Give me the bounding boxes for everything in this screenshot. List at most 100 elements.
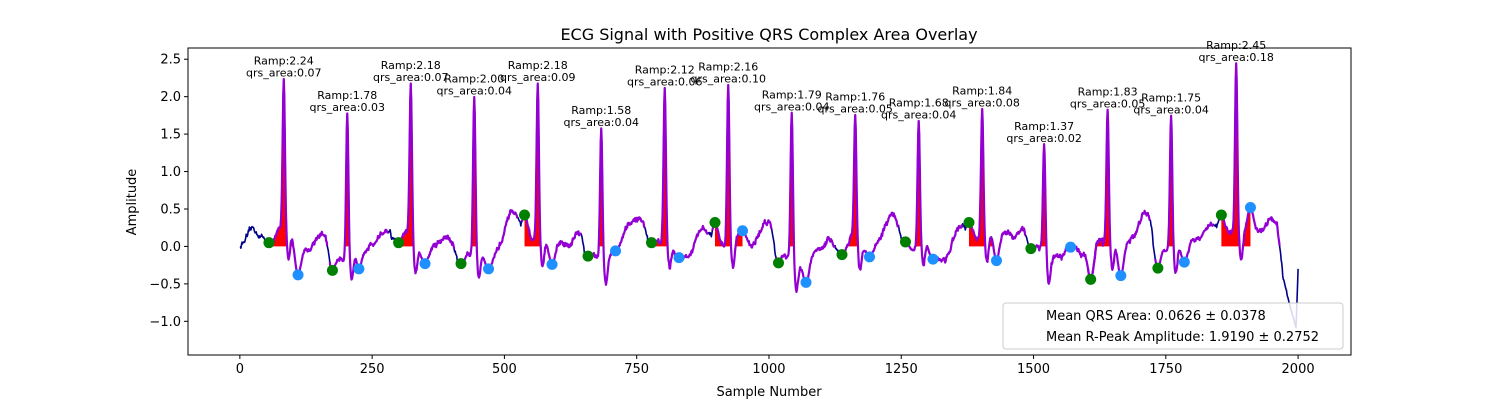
y-tick-label: 1.5: [160, 128, 181, 143]
qrs-area-annotation: qrs_area:0.07: [373, 71, 448, 84]
r-amp-annotation: Ramp:1.79: [762, 88, 822, 101]
x-tick-label: 1500: [1017, 362, 1050, 377]
s-point: [800, 276, 812, 288]
r-amp-annotation: Ramp:2.18: [381, 59, 441, 72]
qrs-area-annotation: qrs_area:0.07: [246, 67, 321, 80]
x-axis-label: Sample Number: [716, 385, 822, 400]
r-amp-annotation: Ramp:1.68: [889, 97, 949, 110]
x-tick-label: 0: [236, 362, 244, 377]
qrs-area-annotation: qrs_area:0.02: [1006, 132, 1081, 145]
qrs-segment-line: [648, 86, 710, 270]
r-amp-annotation: Ramp:2.18: [508, 59, 568, 72]
s-point: [292, 269, 304, 281]
qrs-area-annotation: qrs_area:0.03: [310, 101, 385, 114]
qrs-area-annotation: qrs_area:0.06: [627, 76, 702, 89]
legend-entry-r-peak: Mean R-Peak Amplitude: 1.9190 ± 0.2752: [1046, 330, 1319, 345]
y-tick-label: −1.0: [149, 315, 181, 330]
q-point: [963, 216, 975, 228]
annotation-layer: Ramp:2.24qrs_area:0.07Ramp:1.78qrs_area:…: [246, 39, 1274, 145]
qrs-segment-line: [328, 112, 389, 281]
s-point: [353, 263, 365, 275]
q-point: [1152, 262, 1164, 274]
x-tick-label: 500: [492, 362, 517, 377]
y-tick-label: 0.5: [160, 202, 181, 217]
r-amp-annotation: Ramp:2.45: [1206, 39, 1266, 52]
x-tick-label: 750: [624, 362, 649, 377]
qrs-area-fill: [268, 78, 299, 247]
r-amp-annotation: Ramp:2.00: [444, 73, 504, 86]
r-amp-annotation: Ramp:1.83: [1078, 85, 1138, 98]
s-point: [1244, 201, 1256, 213]
r-amp-annotation: Ramp:2.12: [635, 64, 695, 77]
q-point: [772, 257, 784, 269]
q-point: [263, 237, 275, 249]
s-point: [483, 263, 495, 275]
s-point: [546, 258, 558, 270]
legend: Mean QRS Area: 0.0626 ± 0.0378 Mean R-Pe…: [1002, 302, 1344, 350]
q-point: [1085, 273, 1097, 285]
x-tick-label: 2000: [1282, 362, 1315, 377]
qrs-area-annotation: qrs_area:0.18: [1198, 51, 1273, 64]
y-ticks: −1.0 −0.5 0.0 0.5 1.0 1.5 2.0 2.5: [149, 53, 188, 330]
s-point: [864, 251, 876, 263]
q-point: [326, 264, 338, 276]
q-point: [582, 250, 594, 262]
y-tick-label: 2.5: [160, 53, 181, 68]
qrs-segment-line: [1027, 143, 1101, 285]
qrs-area-annotation: qrs_area:0.04: [564, 116, 639, 129]
y-tick-label: 1.0: [160, 165, 181, 180]
qrs-segment-line: [1086, 108, 1151, 281]
qrs-area-fill: [1157, 115, 1185, 247]
qrs-area-annotation: qrs_area:0.10: [690, 73, 765, 86]
y-tick-label: 2.0: [160, 90, 181, 105]
q-point: [1025, 243, 1037, 255]
s-point: [1115, 270, 1127, 282]
s-point: [1178, 256, 1190, 268]
qrs-area-fill: [1030, 144, 1071, 247]
qrs-area-annotation: qrs_area:0.04: [437, 85, 512, 98]
q-point: [899, 236, 911, 248]
r-amp-annotation: Ramp:1.84: [952, 85, 1012, 98]
r-amp-annotation: Ramp:2.24: [254, 55, 314, 68]
y-axis-label: Amplitude: [125, 169, 140, 236]
x-tick-label: 1000: [752, 362, 785, 377]
x-tick-label: 1750: [1149, 362, 1182, 377]
q-point: [519, 209, 531, 221]
q-point: [393, 237, 405, 249]
r-amp-annotation: Ramp:2.16: [698, 61, 758, 74]
qrs-area-fill: [1221, 63, 1251, 247]
s-point: [419, 258, 431, 270]
q-point: [709, 216, 721, 228]
marker-layer: [263, 201, 1256, 288]
s-point: [927, 253, 939, 265]
q-point: [1215, 209, 1227, 221]
legend-entry-qrs-area: Mean QRS Area: 0.0626 ± 0.0378: [1046, 309, 1266, 324]
qrs-segment-line: [457, 95, 519, 279]
qrs-area-annotation: qrs_area:0.04: [754, 100, 829, 113]
s-point: [990, 255, 1002, 267]
qrs-segment-line: [902, 119, 964, 267]
r-amp-annotation: Ramp:1.58: [571, 104, 631, 117]
qrs-area-annotation: qrs_area:0.04: [881, 109, 956, 122]
qrs-segment-line: [1154, 114, 1214, 274]
s-point: [737, 225, 749, 237]
y-tick-label: 0.0: [160, 240, 181, 255]
q-point: [455, 258, 467, 270]
r-amp-annotation: Ramp:1.78: [317, 89, 377, 102]
s-point: [610, 245, 622, 257]
x-tick-label: 1250: [885, 362, 918, 377]
r-amp-annotation: Ramp:1.76: [825, 91, 885, 104]
qrs-area-annotation: qrs_area:0.08: [944, 97, 1019, 110]
legend-box: [1002, 302, 1344, 350]
q-point: [646, 237, 658, 249]
x-ticks: 0 250 500 750 1000 1250 1500 1750 2000: [236, 355, 1315, 377]
q-point: [836, 249, 848, 261]
qrs-segment-line: [584, 127, 646, 286]
chart-title: ECG Signal with Positive QRS Complex Are…: [560, 25, 977, 44]
qrs-area-annotation: qrs_area:0.04: [1133, 103, 1208, 116]
qrs-area-annotation: qrs_area:0.05: [817, 103, 892, 116]
y-tick-label: −0.5: [149, 277, 181, 292]
qrs-segment-line: [774, 111, 837, 294]
s-point: [1065, 241, 1077, 253]
